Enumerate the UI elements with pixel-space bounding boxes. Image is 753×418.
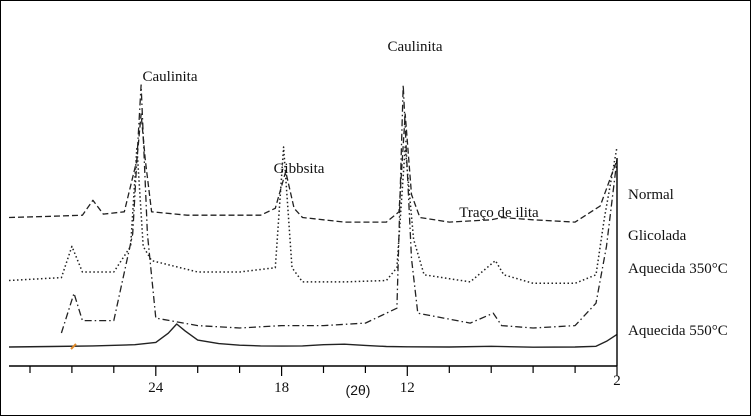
series-line-0	[8, 113, 618, 223]
x-tick-label: 2	[613, 373, 621, 389]
x-tick-labels-group: 24 18 12 2	[148, 373, 620, 396]
series-line-1	[8, 146, 618, 285]
x-ticks-group	[29, 366, 618, 376]
x-axis-label: (2θ)	[346, 382, 371, 398]
annotation-caulinita-left: Caulinita	[143, 69, 198, 85]
orange-start-mark	[70, 343, 77, 350]
series-line-3	[8, 323, 618, 348]
x-tick-label: 12	[400, 380, 415, 396]
annotation-traco-de-ilita: Traço de ilita	[459, 205, 539, 221]
series-label-aquecida-350: Aquecida 350°C	[628, 261, 728, 277]
annotation-caulinita-right: Caulinita	[388, 39, 443, 55]
x-tick-label: 18	[274, 380, 289, 396]
traces-group	[8, 84, 618, 348]
series-label-aquecida-550: Aquecida 550°C	[628, 323, 728, 339]
annotation-gibbsita: Gibbsita	[274, 161, 325, 177]
series-line-2	[60, 84, 618, 334]
series-label-normal: Normal	[628, 187, 674, 203]
x-tick-label: 24	[148, 380, 164, 396]
series-label-glicolada: Glicolada	[628, 228, 687, 244]
